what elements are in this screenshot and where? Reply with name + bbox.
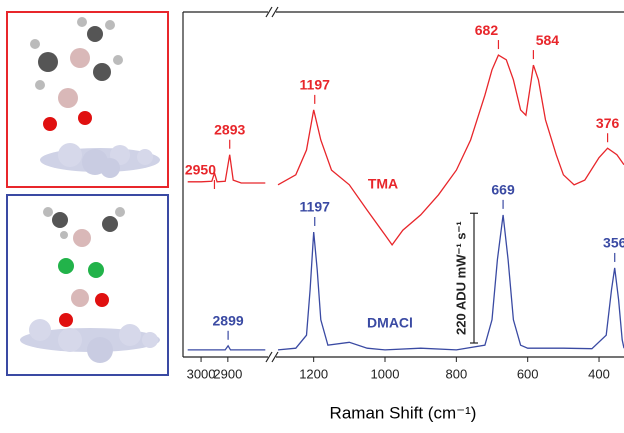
page: {"chart_data": { "type": "line", "x_labe… bbox=[0, 0, 624, 433]
x-tick-label: 1200 bbox=[299, 366, 328, 381]
peak-label: 2950 bbox=[185, 162, 216, 178]
spectrum-line bbox=[188, 346, 266, 350]
x-tick-label: 3000 bbox=[187, 366, 216, 381]
peak-label: 2893 bbox=[214, 121, 245, 137]
peak-label: 376 bbox=[596, 115, 620, 131]
x-axis-label: Raman Shift (cm⁻¹) bbox=[330, 403, 477, 422]
dmacl-structure-panel bbox=[7, 195, 168, 375]
series-label: DMACl bbox=[367, 315, 413, 331]
scale-bar-label: 220 ADU mW⁻¹ s⁻¹ bbox=[453, 221, 468, 335]
series-label: TMA bbox=[368, 176, 398, 192]
peak-label: 584 bbox=[536, 32, 560, 48]
x-tick-label: 1000 bbox=[371, 366, 400, 381]
peak-label: 1197 bbox=[300, 199, 331, 215]
peak-label: 682 bbox=[475, 22, 499, 38]
spectrum-line bbox=[278, 215, 624, 350]
x-tick-label: 600 bbox=[517, 366, 539, 381]
peak-label: 669 bbox=[491, 182, 515, 198]
x-tick-label: 2900 bbox=[213, 366, 242, 381]
x-tick-label: 400 bbox=[588, 366, 610, 381]
peak-label: 1197 bbox=[300, 77, 331, 93]
chart: Raman Shift (cm⁻¹) 30002900 1200 1000 800 60… bbox=[0, 0, 624, 433]
x-tick-label: 800 bbox=[445, 366, 467, 381]
peak-label: 356 bbox=[603, 235, 624, 251]
tma-structure-panel bbox=[7, 12, 168, 187]
peak-label: 2899 bbox=[213, 312, 244, 328]
